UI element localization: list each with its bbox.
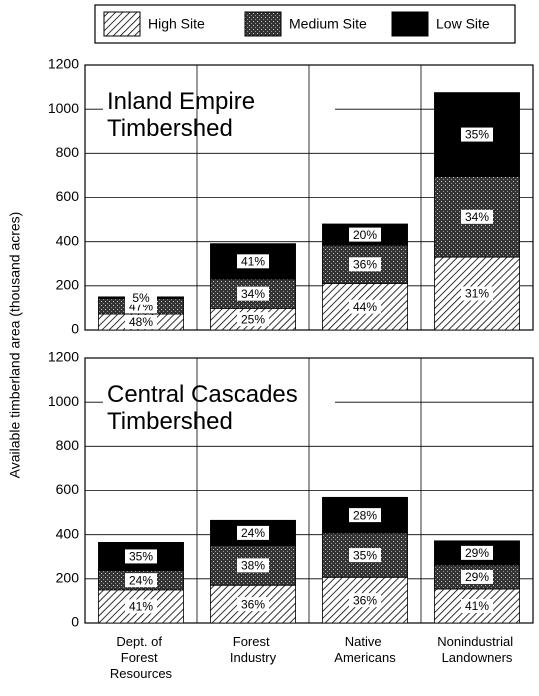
x-tick-label: Dept. of Forest Resources [110,634,173,681]
segment-label: 35% [353,548,377,562]
segment-label-bg [349,508,381,523]
segment-label-bg [461,127,493,142]
legend-box [94,4,516,44]
y-tick-label: 0 [71,614,79,630]
legend-swatch [391,11,429,37]
segment-label-bg [237,312,269,327]
segment-label-bg [349,299,381,314]
y-tick-label: 0 [71,321,79,337]
plot-frame [84,357,534,624]
segment-label-bg [349,593,381,608]
segment-label-bg [349,257,381,272]
y-tick-label: 400 [56,525,80,541]
segment-label: 36% [241,597,265,611]
segment-label: 35% [465,128,489,142]
segment-label: 35% [129,550,153,564]
segment-label: 48% [129,315,153,329]
bar-segment [98,541,184,571]
segment-label: 44% [353,300,377,314]
segment-label-bg [349,227,381,242]
panel-title: Central Cascades Timbershed [107,381,304,435]
segment-label-bg [237,286,269,301]
bar-segment [434,92,520,177]
segment-label-bg [125,599,157,614]
y-tick-label: 800 [56,437,80,453]
y-tick-label: 400 [56,232,80,248]
segment-label: 29% [465,546,489,560]
segment-label-bg [237,558,269,573]
segment-label-bg [461,286,493,301]
segment-label: 41% [129,600,153,614]
segment-label-bg [461,569,493,584]
y-tick-label: 1000 [48,393,79,409]
panel-title-bg [103,380,335,442]
segment-label: 29% [465,570,489,584]
x-tick-label: Nonindustrial Landowners [437,634,517,665]
segment-label: 20% [353,228,377,242]
segment-label: 31% [465,287,489,301]
panel-title: Inland Empire Timbershed [107,88,262,142]
segment-label-bg [461,598,493,613]
legend-swatch [103,11,141,37]
segment-label: 24% [129,573,153,587]
y-tick-label: 1200 [48,349,79,365]
segment-label: 28% [353,508,377,522]
segment-label: 41% [465,599,489,613]
segment-label-bg [461,209,493,224]
x-tick-label: Forest Industry [230,634,277,665]
y-tick-label: 800 [56,144,80,160]
segment-label-bg [125,549,157,564]
segment-label: 5% [132,291,150,305]
segment-label-bg [237,597,269,612]
y-tick-label: 1000 [48,100,79,116]
y-tick-label: 1200 [48,56,79,72]
y-tick-label: 600 [56,188,80,204]
segment-label-bg [125,315,157,330]
segment-label: 34% [241,287,265,301]
plot-frame [84,64,534,331]
panel-title-bg [103,87,335,149]
segment-label: 24% [241,526,265,540]
y-axis-label: Available timberland area (thousand acre… [7,212,23,479]
segment-label: 36% [353,593,377,607]
segment-label: 25% [241,312,265,326]
segment-label: 34% [465,210,489,224]
legend-label: High Site [148,16,205,32]
legend-swatch [244,11,282,37]
segment-label: 36% [353,257,377,271]
segment-label-bg [349,548,381,563]
segment-label-bg [461,545,493,560]
legend-label: Low Site [436,16,490,32]
segment-label-bg [237,254,269,269]
segment-label: 38% [241,559,265,573]
x-tick-label: Native Americans [334,634,396,665]
segment-label: 41% [241,254,265,268]
segment-label-bg [125,290,157,305]
y-tick-label: 600 [56,481,80,497]
segment-label-bg [125,573,157,588]
y-tick-label: 200 [56,277,80,293]
y-tick-label: 200 [56,570,80,586]
segment-label-bg [237,525,269,540]
legend-label: Medium Site [289,16,367,32]
